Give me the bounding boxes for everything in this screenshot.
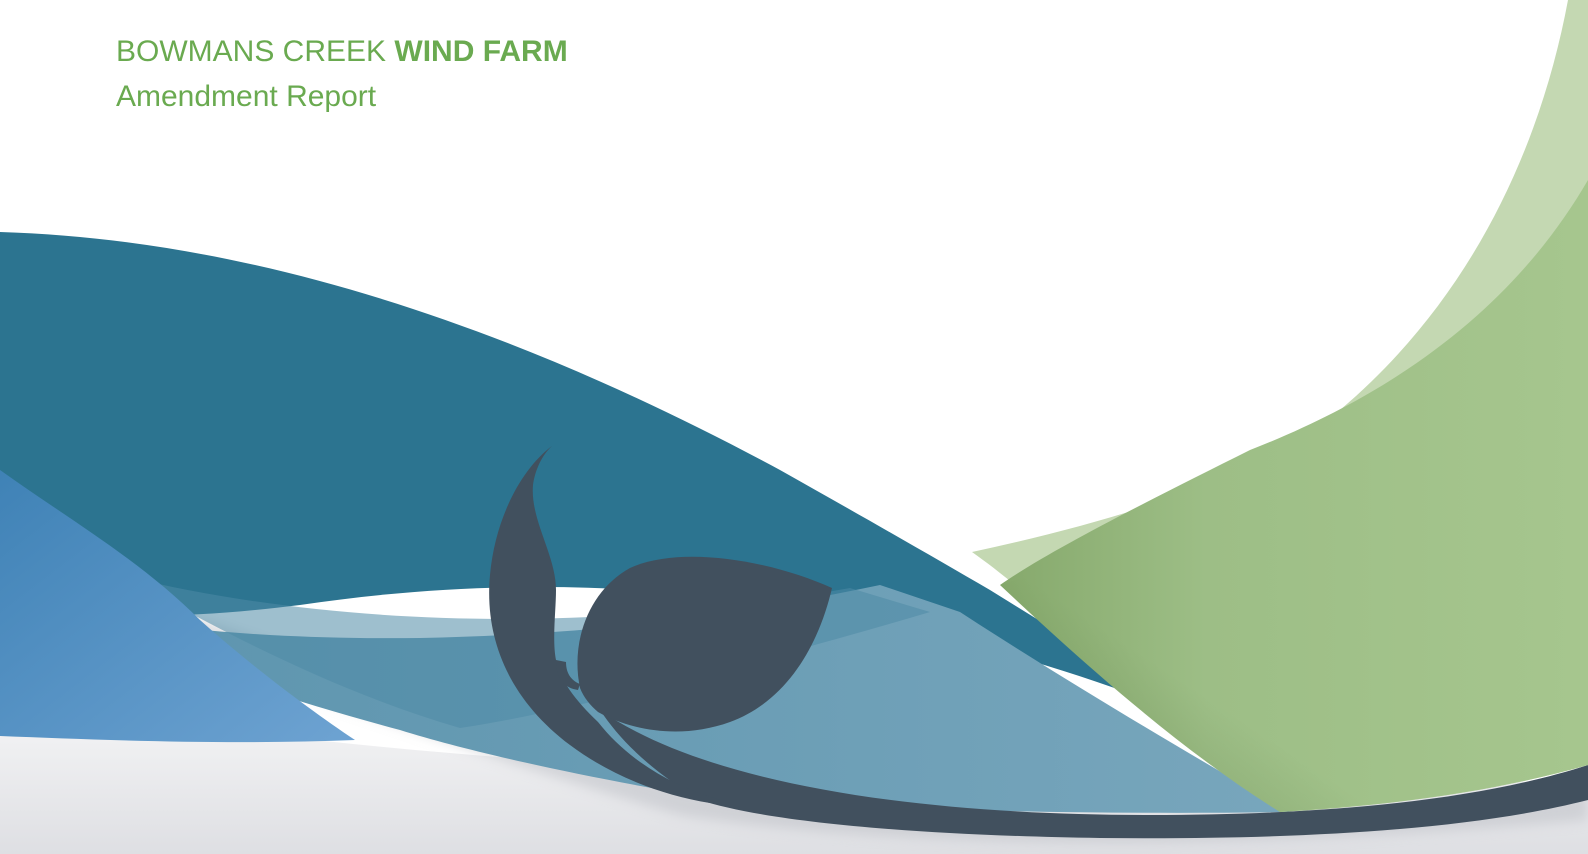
document-title: BOWMANS CREEK WIND FARM — [116, 30, 568, 74]
blue-wedge — [0, 470, 355, 743]
title-block: BOWMANS CREEK WIND FARM Amendment Report — [116, 30, 568, 120]
leaf-sprout-icon — [489, 446, 832, 803]
slate-sweep — [600, 710, 1588, 839]
document-subtitle: Amendment Report — [116, 80, 377, 113]
document-title-bold: WIND FARM — [394, 35, 568, 68]
document-title-regular: BOWMANS CREEK — [116, 35, 395, 68]
